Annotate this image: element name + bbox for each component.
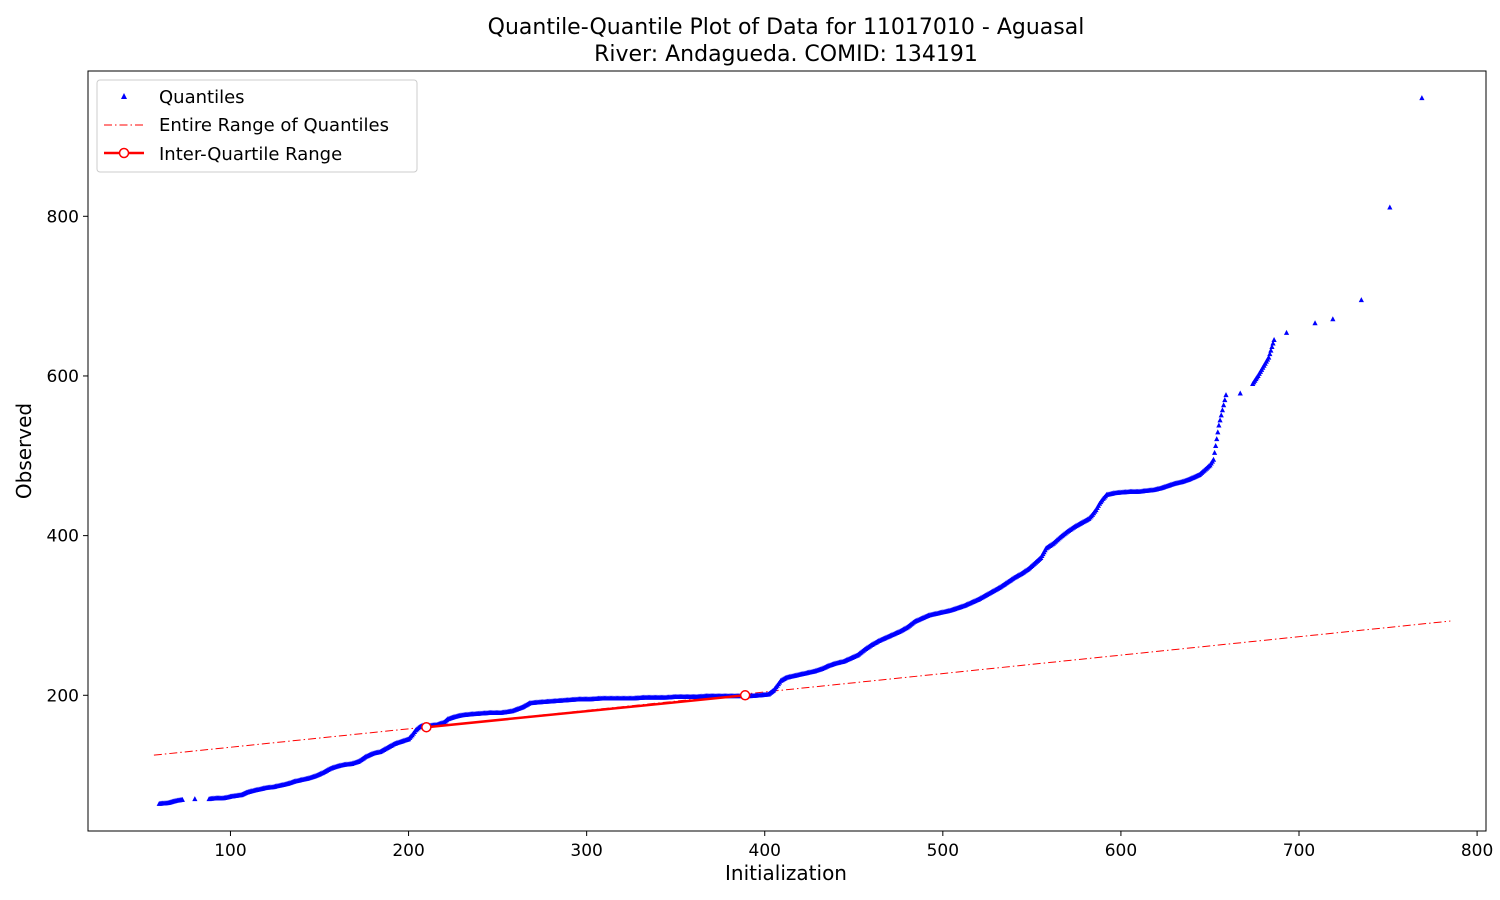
iqr-line [426,694,746,729]
quantile-point [1210,456,1217,462]
quantile-point [1213,443,1219,449]
x-tick-label: 400 [749,841,781,861]
legend-iqr-label: Inter-Quartile Range [159,144,342,165]
quantile-point [1218,412,1224,418]
quantile-point [1271,337,1277,343]
legend-box [96,79,418,173]
x-tick-label: 500 [927,841,959,861]
x-tick-label: 200 [392,841,424,861]
iqr-marker [421,721,432,733]
quantile-point [1266,354,1272,360]
y-axis: 200 400 600 800 [47,207,88,706]
quantile-point [1312,320,1318,326]
legend-quantiles-label: Quantiles [159,87,245,108]
quantile-point [1222,397,1228,403]
x-axis: 100 200 300 400 500 600 700 800 [214,831,1493,861]
series-layer [153,95,1451,806]
quantile-point [1269,344,1275,350]
plot-frame [87,70,1487,832]
quantile-point [1387,204,1393,210]
legend-iqr-marker [118,147,130,159]
quantile-point [1419,95,1425,101]
legend: Quantiles Entire Range of Quantiles Inte… [96,79,418,173]
chart-title-line1: Quantile-Quantile Plot of Data for 11017… [488,15,1085,40]
quantile-point [1223,392,1229,398]
quantile-point [1270,340,1276,346]
entire-range-line [153,620,1451,756]
quantile-point [1358,297,1364,303]
quantile-point [1219,407,1226,413]
x-axis-label: Initialization [725,861,847,885]
quantile-point [1216,422,1222,428]
quantile-point [1217,417,1223,423]
quantile-point [1330,316,1336,322]
quantile-point [1283,329,1290,335]
x-tick-label: 700 [1283,841,1315,861]
legend-entire-range-label: Entire Range of Quantiles [159,115,389,136]
x-tick-label: 800 [1461,841,1493,861]
x-tick-label: 600 [1105,841,1137,861]
x-tick-label: 100 [214,841,246,861]
y-tick-label: 600 [47,367,79,387]
x-tick-label: 300 [570,841,602,861]
legend-quantiles-marker [121,93,127,99]
quantile-point [1237,390,1243,396]
y-tick-label: 400 [47,527,79,547]
quantile-point [1267,351,1273,357]
chart-title-line2: River: Andagueda. COMID: 134191 [594,42,978,67]
quantile-point [1215,429,1221,435]
quantile-point [179,796,185,802]
y-axis-label: Observed [12,403,36,499]
y-tick-label: 800 [47,207,79,227]
quantile-point [192,796,198,802]
quantile-point [1268,347,1274,353]
quantile-point [1221,402,1227,408]
y-tick-label: 200 [47,686,79,706]
quantile-point [1214,436,1220,442]
iqr-marker [739,690,751,701]
quantile-point [1211,449,1218,455]
plot-area [87,70,1487,832]
